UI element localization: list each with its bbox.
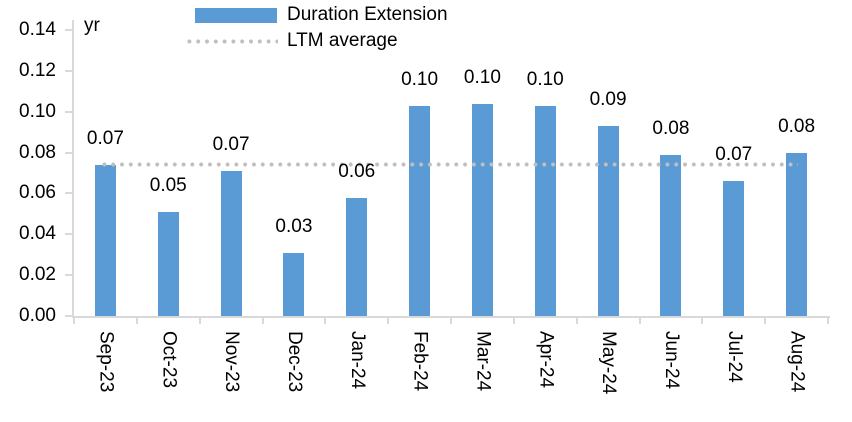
bar-Nov-23 [220,170,242,316]
bar-value-label: 0.10 [463,66,501,88]
legend-item-ltm-average: LTM average [185,29,398,53]
x-axis-label-Nov-23: Nov-23 [221,331,243,393]
y-axis-line [72,20,74,318]
legend-label-duration-extension: Duration Extension [287,4,448,25]
bar-value-label: 0.07 [86,127,124,149]
bar-Mar-24 [471,103,493,316]
legend-item-duration-extension: Duration Extension [195,3,448,27]
y-axis-tick [65,274,72,277]
x-axis-tick [198,318,201,324]
y-axis-tick-label: 0.08 [19,141,56,163]
bar-May-24 [597,126,619,316]
bar-value-label: 0.10 [526,68,564,90]
y-axis-tick [65,110,72,113]
y-axis-tick-label: 0.14 [19,19,56,40]
x-axis-tick [701,318,704,324]
x-axis-label-Sep-23: Sep-23 [95,331,117,393]
y-axis-tick-label: 0.06 [19,182,56,204]
x-axis-label-Mar-24: Mar-24 [472,331,494,392]
x-axis-tick [450,318,452,324]
y-axis-tick [65,151,72,154]
x-axis-tick [764,318,767,324]
x-axis-line [72,316,830,318]
ltm-average-line [100,162,798,168]
bar-value-label: 0.10 [401,68,439,90]
bar-value-label: 0.08 [778,115,816,137]
x-axis-tick [324,318,327,324]
bar-Feb-24 [409,105,431,316]
legend-label-ltm-average: LTM average [287,30,398,51]
x-axis-label-Aug-24: Aug-24 [786,331,808,393]
bar-Jan-24 [346,197,368,316]
y-axis-tick-label: 0.00 [19,305,56,326]
bar-value-label: 0.08 [652,117,690,139]
y-axis-tick-label: 0.12 [19,59,56,81]
y-axis-tick-label: 0.04 [19,223,56,245]
x-axis-label-Oct-23: Oct-23 [158,331,180,389]
x-axis-label-Dec-23: Dec-23 [283,331,305,393]
bar-value-label: 0.07 [212,133,250,155]
bar-Oct-23 [157,211,179,316]
x-axis-label-Jan-24: Jan-24 [346,331,368,390]
x-axis-tick [387,318,390,324]
dotted-line-swatch-icon [185,38,278,44]
bar-Jul-24 [723,181,745,316]
bar-value-label: 0.05 [149,174,187,196]
x-axis-tick [575,318,578,324]
x-axis-tick [135,318,138,324]
bar-Aug-24 [786,152,808,316]
y-axis-unit-label: yr [84,15,100,36]
x-axis-label-Jun-24: Jun-24 [660,331,682,390]
x-axis-tick [73,318,75,324]
bar-Dec-23 [283,252,305,316]
y-axis-tick [65,29,72,31]
bar-Apr-24 [534,105,556,316]
bar-value-label: 0.06 [338,160,376,182]
x-axis-label-Jul-24: Jul-24 [723,331,745,383]
bar-value-label: 0.03 [275,215,313,237]
bar-Jun-24 [660,154,682,316]
y-axis-tick-label: 0.02 [19,264,56,286]
x-axis-label-Feb-24: Feb-24 [409,331,431,392]
bar-series-swatch-icon [195,7,277,23]
y-axis-tick [65,69,72,72]
bar-value-label: 0.09 [589,89,627,110]
x-axis-tick [827,318,829,324]
y-axis-tick [65,233,72,236]
chart-legend: Duration Extension LTM average [0,0,852,56]
y-axis-tick [65,192,72,195]
y-axis-tick-label: 0.10 [19,100,56,122]
x-axis-label-May-24: May-24 [598,331,620,395]
x-axis-tick [512,318,515,324]
y-axis-tick [65,315,72,317]
x-axis-label-Apr-24: Apr-24 [535,331,557,389]
x-axis-tick [638,318,641,324]
bar-Sep-23 [94,164,116,316]
bar-value-label: 0.07 [715,144,753,166]
x-axis-tick [261,318,264,324]
